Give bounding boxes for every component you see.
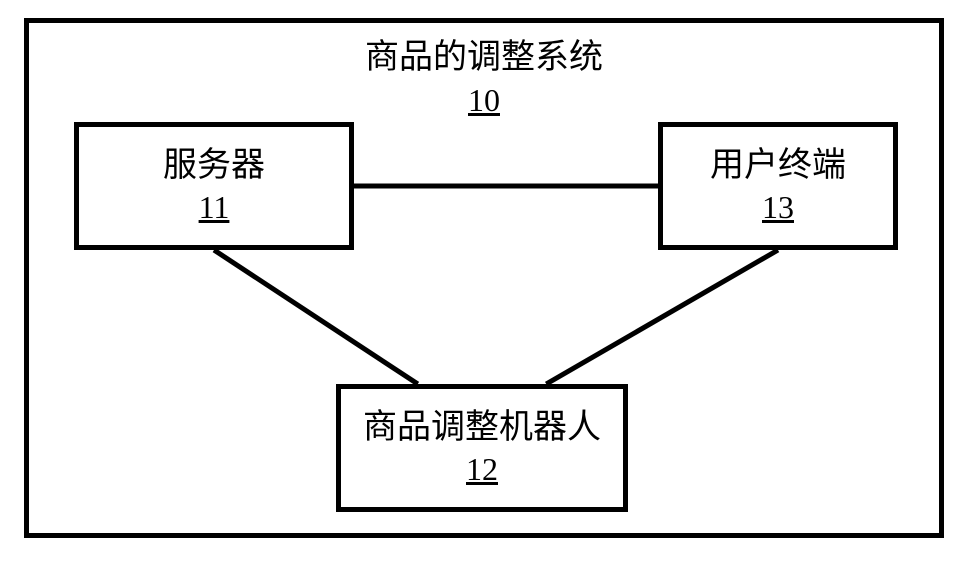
node-terminal: 用户终端 13 (658, 122, 898, 250)
node-robot: 商品调整机器人 12 (336, 384, 628, 512)
server-ref: 11 (199, 187, 230, 227)
robot-label: 商品调整机器人 (363, 407, 601, 450)
node-server: 服务器 11 (74, 122, 354, 250)
terminal-label: 用户终端 (710, 145, 846, 188)
terminal-ref: 13 (762, 187, 794, 227)
system-title: 商品的调整系统 (29, 37, 939, 80)
robot-ref: 12 (466, 449, 498, 489)
system-ref: 10 (29, 80, 939, 120)
server-label: 服务器 (163, 145, 265, 188)
diagram-canvas: 商品的调整系统 10 服务器 11 用户终端 13 商品调整机器人 12 (0, 0, 966, 562)
